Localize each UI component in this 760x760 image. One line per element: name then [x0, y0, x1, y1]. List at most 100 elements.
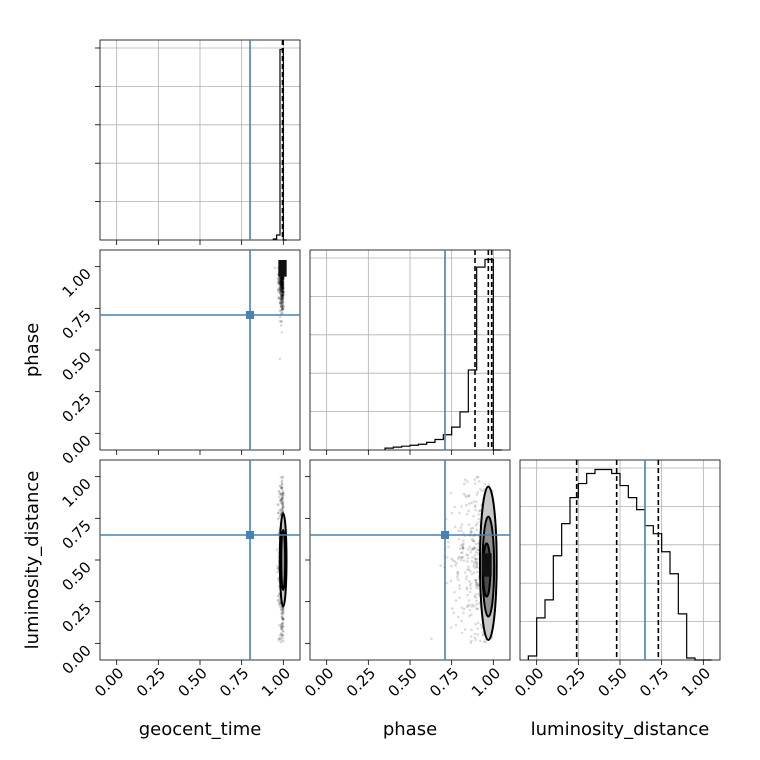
- scatter-point: [280, 285, 284, 289]
- scatter-point: [467, 580, 471, 583]
- scatter-point: [475, 583, 478, 587]
- scatter-point: [465, 575, 469, 578]
- scatter-point: [279, 284, 283, 287]
- scatter-point: [281, 278, 284, 282]
- scatter-point: [281, 297, 285, 300]
- scatter-point: [276, 511, 280, 515]
- scatter-point: [280, 277, 283, 280]
- scatter-point: [279, 492, 283, 496]
- scatter-point: [279, 301, 282, 305]
- scatter-point: [468, 545, 471, 549]
- scatter-point: [279, 279, 283, 283]
- scatter-point: [461, 555, 465, 559]
- contour-line: [278, 512, 288, 608]
- scatter-point: [280, 277, 283, 281]
- scatter-point: [281, 295, 284, 299]
- scatter-point: [281, 491, 285, 495]
- scatter-point: [280, 295, 284, 299]
- scatter-point: [474, 578, 478, 582]
- contour-line: [479, 485, 498, 641]
- scatter-point: [474, 596, 478, 599]
- scatter-point: [279, 280, 282, 284]
- y-tick-label: 0.25: [58, 600, 94, 636]
- scatter-point: [277, 598, 280, 602]
- scatter-point: [279, 303, 283, 307]
- scatter-point: [463, 571, 467, 574]
- scatter-point: [280, 287, 284, 290]
- scatter-point: [279, 276, 282, 280]
- scatter-point: [281, 291, 285, 295]
- scatter-point: [483, 482, 486, 486]
- scatter-point: [280, 288, 283, 292]
- scatter-point: [278, 490, 281, 494]
- scatter-point: [281, 278, 285, 282]
- scatter-point: [459, 526, 463, 529]
- scatter-point: [461, 539, 465, 543]
- scatter-point: [279, 324, 283, 327]
- scatter-point: [456, 575, 459, 579]
- scatter-point: [281, 475, 285, 479]
- scatter-point: [466, 560, 469, 563]
- scatter-point: [281, 622, 284, 625]
- scatter-point: [280, 281, 284, 285]
- scatter-point: [280, 294, 283, 298]
- scatter-point: [281, 287, 285, 290]
- scatter-point: [281, 305, 285, 309]
- scatter-point: [469, 550, 473, 554]
- scatter-point: [276, 296, 280, 299]
- scatter-point: [281, 616, 284, 620]
- scatter-point: [467, 494, 471, 498]
- scatter-point: [280, 290, 283, 294]
- scatter-point: [278, 290, 282, 294]
- scatter-point: [276, 288, 280, 291]
- scatter-point: [476, 557, 480, 561]
- scatter-points: [273, 265, 285, 361]
- scatter-point: [470, 605, 474, 608]
- x-axis-label-geocent_time: geocent_time: [139, 719, 262, 740]
- scatter-point: [476, 621, 480, 624]
- scatter-point: [276, 511, 280, 515]
- scatter-point: [449, 579, 453, 583]
- scatter-point: [445, 581, 449, 585]
- scatter-point: [280, 298, 284, 301]
- scatter-point: [279, 283, 282, 287]
- x-tick-label: 0.75: [216, 664, 252, 700]
- scatter-point: [280, 281, 284, 284]
- scatter-point: [281, 291, 285, 295]
- scatter-point: [280, 497, 284, 500]
- scatter-point: [281, 276, 284, 280]
- scatter-point: [281, 290, 285, 294]
- scatter-point: [280, 295, 284, 299]
- scatter-point: [280, 296, 284, 299]
- scatter-point: [280, 290, 284, 294]
- scatter-point: [276, 599, 280, 602]
- scatter-point: [279, 284, 283, 288]
- scatter-point: [279, 606, 283, 609]
- scatter-point: [280, 633, 283, 636]
- gridlines: [310, 250, 510, 450]
- scatter-point: [281, 296, 285, 300]
- x-tick-label: 1.00: [678, 664, 714, 700]
- scatter-point: [279, 304, 283, 307]
- scatter-point: [479, 639, 482, 643]
- scatter-point: [281, 282, 285, 286]
- scatter-point: [281, 284, 284, 288]
- contour-line: [280, 529, 287, 591]
- scatter-point: [281, 293, 284, 297]
- scatter-point: [280, 493, 283, 496]
- histogram-geocent_time: [272, 48, 287, 241]
- scatter-point: [281, 277, 285, 280]
- scatter-point: [281, 300, 284, 304]
- scatter-point: [280, 298, 283, 301]
- scatter-point: [457, 537, 461, 541]
- scatter-point: [278, 315, 282, 319]
- scatter-point: [281, 282, 285, 286]
- scatter-point: [469, 569, 472, 573]
- scatter-point: [474, 622, 477, 626]
- scatter-point: [280, 308, 284, 312]
- scatter-point: [474, 508, 478, 512]
- scatter-point: [281, 496, 285, 500]
- joint-content: [273, 260, 287, 361]
- scatter-point: [468, 608, 472, 612]
- scatter-point: [281, 283, 284, 287]
